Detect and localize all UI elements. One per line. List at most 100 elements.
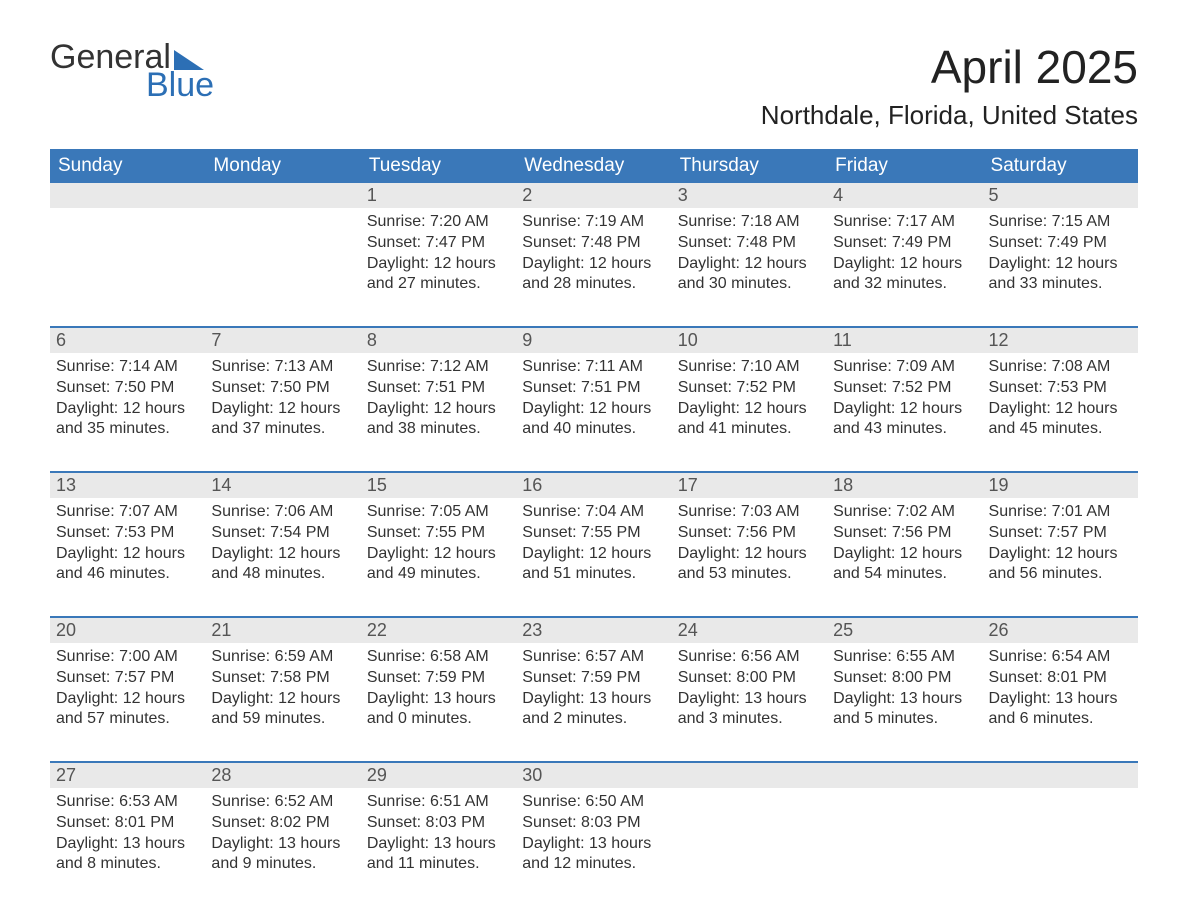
sunset-text: Sunset: 8:03 PM: [367, 813, 510, 834]
title-block: April 2025 Northdale, Florida, United St…: [761, 40, 1138, 131]
daylight-text-2: and 2 minutes.: [522, 709, 665, 730]
sunrise-text: Sunrise: 6:56 AM: [678, 647, 821, 668]
sunset-text: Sunset: 7:47 PM: [367, 233, 510, 254]
daylight-text-2: and 35 minutes.: [56, 419, 199, 440]
day-cell: Sunrise: 6:52 AMSunset: 8:02 PMDaylight:…: [205, 788, 360, 888]
week: ..12345Sunrise: 7:20 AMSunset: 7:47 PMDa…: [50, 183, 1138, 308]
day-number: 2: [516, 183, 671, 208]
daylight-text-2: and 53 minutes.: [678, 564, 821, 585]
sunset-text: Sunset: 7:57 PM: [989, 523, 1132, 544]
sunset-text: Sunset: 7:53 PM: [56, 523, 199, 544]
daylight-text-1: Daylight: 12 hours: [678, 254, 821, 275]
sunrise-text: Sunrise: 7:10 AM: [678, 357, 821, 378]
daylight-text-1: Daylight: 13 hours: [367, 834, 510, 855]
day-number: 13: [50, 473, 205, 498]
sunrise-text: Sunrise: 6:53 AM: [56, 792, 199, 813]
daylight-text-1: Daylight: 12 hours: [989, 254, 1132, 275]
logo: General Blue: [50, 40, 214, 102]
daylight-text-2: and 12 minutes.: [522, 854, 665, 875]
day-number: 10: [672, 328, 827, 353]
day-number: 6: [50, 328, 205, 353]
daynum-row: ..12345: [50, 183, 1138, 208]
daylight-text-1: Daylight: 12 hours: [989, 544, 1132, 565]
day-header-row: Sunday Monday Tuesday Wednesday Thursday…: [50, 149, 1138, 183]
sunset-text: Sunset: 7:48 PM: [522, 233, 665, 254]
week: 27282930...Sunrise: 6:53 AMSunset: 8:01 …: [50, 761, 1138, 888]
day-cell: Sunrise: 7:03 AMSunset: 7:56 PMDaylight:…: [672, 498, 827, 598]
day-cell: [205, 208, 360, 308]
daylight-text-1: Daylight: 12 hours: [367, 544, 510, 565]
day-header-sunday: Sunday: [50, 149, 205, 183]
sunrise-text: Sunrise: 7:18 AM: [678, 212, 821, 233]
cells-row: Sunrise: 7:20 AMSunset: 7:47 PMDaylight:…: [50, 208, 1138, 308]
week: 13141516171819Sunrise: 7:07 AMSunset: 7:…: [50, 471, 1138, 598]
daylight-text-2: and 6 minutes.: [989, 709, 1132, 730]
daylight-text-1: Daylight: 12 hours: [833, 399, 976, 420]
sunset-text: Sunset: 8:01 PM: [989, 668, 1132, 689]
day-number: 22: [361, 618, 516, 643]
daylight-text-2: and 46 minutes.: [56, 564, 199, 585]
daylight-text-2: and 5 minutes.: [833, 709, 976, 730]
sunrise-text: Sunrise: 7:14 AM: [56, 357, 199, 378]
sunrise-text: Sunrise: 7:17 AM: [833, 212, 976, 233]
daynum-row: 6789101112: [50, 328, 1138, 353]
day-cell: Sunrise: 6:53 AMSunset: 8:01 PMDaylight:…: [50, 788, 205, 888]
daylight-text-1: Daylight: 12 hours: [367, 254, 510, 275]
sunrise-text: Sunrise: 6:55 AM: [833, 647, 976, 668]
day-cell: Sunrise: 7:07 AMSunset: 7:53 PMDaylight:…: [50, 498, 205, 598]
daylight-text-1: Daylight: 12 hours: [678, 399, 821, 420]
daylight-text-1: Daylight: 12 hours: [989, 399, 1132, 420]
sunrise-text: Sunrise: 7:12 AM: [367, 357, 510, 378]
sunrise-text: Sunrise: 6:52 AM: [211, 792, 354, 813]
day-number: 25: [827, 618, 982, 643]
day-header-thursday: Thursday: [672, 149, 827, 183]
daylight-text-2: and 41 minutes.: [678, 419, 821, 440]
day-cell: Sunrise: 6:55 AMSunset: 8:00 PMDaylight:…: [827, 643, 982, 743]
day-number: 28: [205, 763, 360, 788]
sunrise-text: Sunrise: 7:15 AM: [989, 212, 1132, 233]
daylight-text-2: and 54 minutes.: [833, 564, 976, 585]
daylight-text-1: Daylight: 13 hours: [522, 689, 665, 710]
daylight-text-1: Daylight: 12 hours: [678, 544, 821, 565]
sunrise-text: Sunrise: 7:01 AM: [989, 502, 1132, 523]
sunrise-text: Sunrise: 7:02 AM: [833, 502, 976, 523]
day-header-saturday: Saturday: [983, 149, 1138, 183]
daylight-text-1: Daylight: 12 hours: [56, 689, 199, 710]
day-cell: Sunrise: 7:19 AMSunset: 7:48 PMDaylight:…: [516, 208, 671, 308]
location-text: Northdale, Florida, United States: [761, 100, 1138, 131]
sunset-text: Sunset: 7:51 PM: [522, 378, 665, 399]
daylight-text-2: and 27 minutes.: [367, 274, 510, 295]
daylight-text-2: and 32 minutes.: [833, 274, 976, 295]
sunset-text: Sunset: 8:01 PM: [56, 813, 199, 834]
day-number: 19: [983, 473, 1138, 498]
day-cell: Sunrise: 7:09 AMSunset: 7:52 PMDaylight:…: [827, 353, 982, 453]
daylight-text-1: Daylight: 12 hours: [211, 544, 354, 565]
daylight-text-1: Daylight: 12 hours: [56, 399, 199, 420]
daylight-text-1: Daylight: 12 hours: [56, 544, 199, 565]
day-number: 9: [516, 328, 671, 353]
day-number: 18: [827, 473, 982, 498]
daylight-text-2: and 37 minutes.: [211, 419, 354, 440]
cells-row: Sunrise: 7:07 AMSunset: 7:53 PMDaylight:…: [50, 498, 1138, 598]
day-number: 1: [361, 183, 516, 208]
sunrise-text: Sunrise: 7:04 AM: [522, 502, 665, 523]
day-cell: Sunrise: 6:59 AMSunset: 7:58 PMDaylight:…: [205, 643, 360, 743]
day-cell: [672, 788, 827, 888]
day-cell: Sunrise: 7:00 AMSunset: 7:57 PMDaylight:…: [50, 643, 205, 743]
daylight-text-1: Daylight: 12 hours: [833, 544, 976, 565]
week: 20212223242526Sunrise: 7:00 AMSunset: 7:…: [50, 616, 1138, 743]
day-number: 15: [361, 473, 516, 498]
daylight-text-1: Daylight: 13 hours: [833, 689, 976, 710]
daylight-text-2: and 59 minutes.: [211, 709, 354, 730]
day-cell: Sunrise: 7:04 AMSunset: 7:55 PMDaylight:…: [516, 498, 671, 598]
sunset-text: Sunset: 7:52 PM: [678, 378, 821, 399]
daylight-text-2: and 11 minutes.: [367, 854, 510, 875]
header: General Blue April 2025 Northdale, Flori…: [50, 40, 1138, 131]
daylight-text-2: and 45 minutes.: [989, 419, 1132, 440]
day-number: 26: [983, 618, 1138, 643]
daylight-text-2: and 33 minutes.: [989, 274, 1132, 295]
sunset-text: Sunset: 7:52 PM: [833, 378, 976, 399]
daylight-text-1: Daylight: 12 hours: [522, 254, 665, 275]
sunset-text: Sunset: 8:00 PM: [833, 668, 976, 689]
sunset-text: Sunset: 8:03 PM: [522, 813, 665, 834]
